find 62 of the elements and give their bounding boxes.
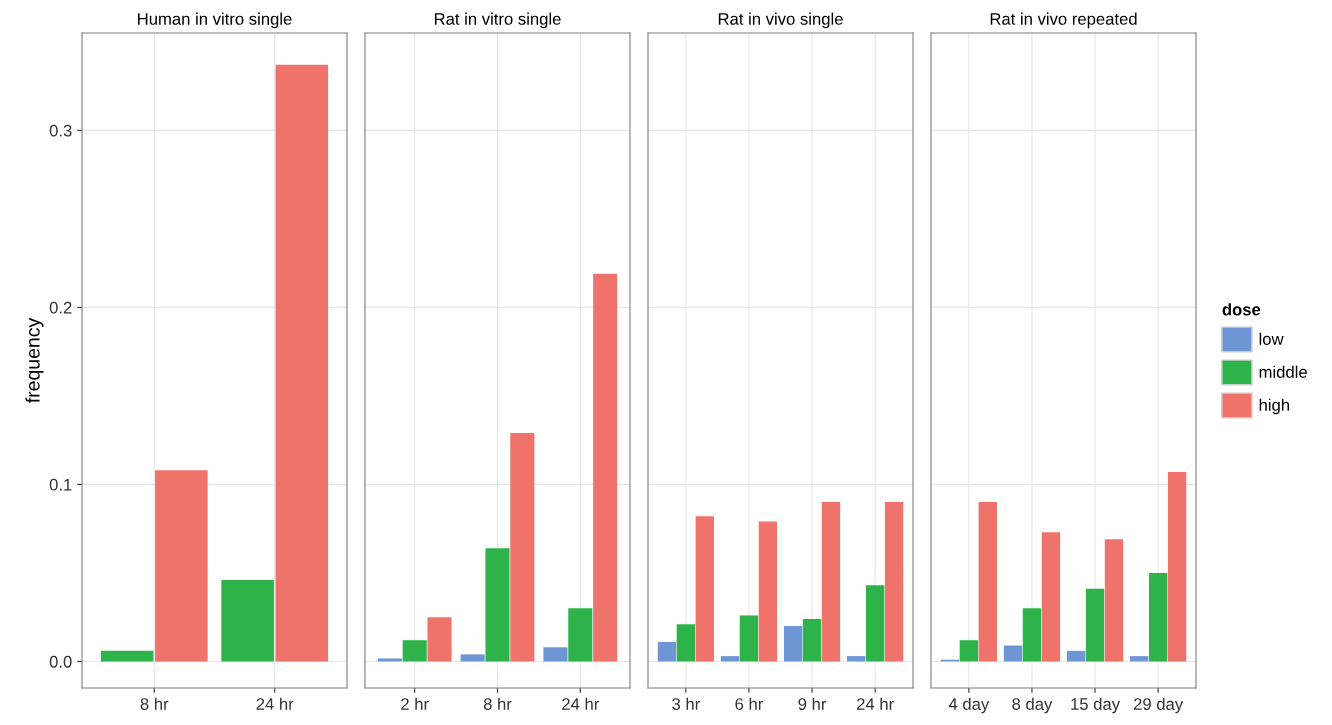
bar [821,502,841,662]
bar [377,658,402,662]
chart-title: Human in vitro single [138,12,292,29]
bar [275,64,329,662]
bar [847,656,866,662]
bar [978,502,997,662]
x-tick-label: 29 day [1133,697,1184,714]
bar [1085,588,1105,662]
bar [543,647,568,662]
x-tick-label: 6 hr [735,697,764,710]
bar [720,656,740,662]
bar [676,624,696,662]
x-tick-label: 4 day [948,697,990,714]
bar [155,470,208,662]
bar [1022,608,1042,662]
bar [510,433,535,662]
bar [739,615,759,662]
bar [427,617,452,662]
bar [100,650,154,662]
bar [221,580,274,662]
bar [802,618,822,662]
bar [593,273,618,662]
bar [1003,645,1023,662]
y-tick-label: 0.1 [49,478,72,491]
x-tick-label: 24 hr [256,697,294,710]
x-tick-label: 8 hr [140,697,169,710]
chart-title: Rat in vivo single [718,12,843,29]
x-tick-label: 8 hr [483,697,512,710]
bar [783,626,803,662]
legend-label: middle [1259,365,1307,378]
bar [758,521,778,662]
bar [1066,650,1086,662]
bar [1104,539,1124,662]
legend-title: dose [1222,303,1261,316]
y-tick-label: 0.2 [49,301,72,314]
x-tick-label: 3 hr [672,697,700,710]
chart-title: Rat in vivo repeated [990,12,1137,29]
bar [959,640,979,662]
bar [865,585,885,662]
bar [1148,572,1168,662]
x-tick-label: 15 day [1071,697,1121,714]
bar [1167,472,1187,662]
x-tick-label: 2 hr [401,697,429,710]
bar [1041,532,1061,662]
legend-label: low [1259,332,1284,345]
x-tick-label: 24 hr [562,697,600,710]
bar [1130,656,1149,662]
bar [402,640,427,662]
bar [695,516,714,662]
bar [485,548,510,662]
y-tick-label: 0.3 [49,124,72,137]
y-axis-title: frequency [25,317,44,403]
bar [657,641,677,662]
x-tick-label: 24 hr [856,697,894,710]
chart-title: Rat in vitro single [434,12,561,29]
x-tick-label: 9 hr [798,697,827,710]
bar [884,502,904,662]
bar [568,608,593,662]
bar [460,654,485,662]
x-tick-label: 8 day [1012,697,1053,714]
legend-label: high [1259,398,1289,415]
y-tick-label: 0.0 [49,655,72,668]
